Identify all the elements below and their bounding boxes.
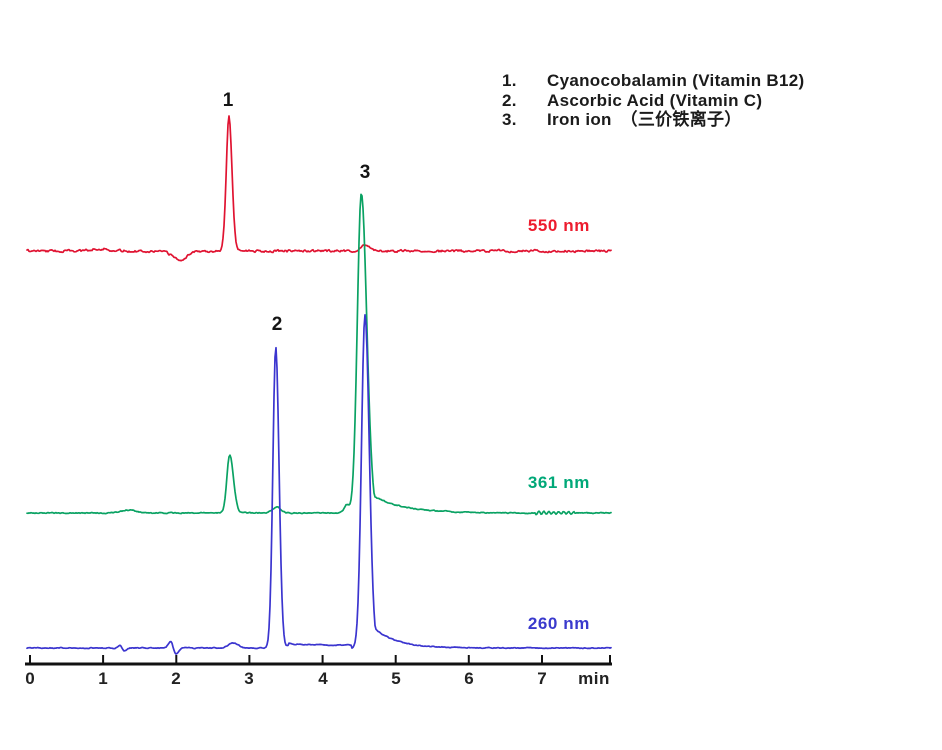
x-axis-unit-label: min: [578, 669, 610, 688]
wavelength-label-260nm: 260 nm: [527, 614, 590, 633]
x-tick-label-4: 4: [318, 669, 328, 688]
legend-item-1: 1. Cyanocobalamin (Vitamin B12): [502, 71, 804, 91]
x-tick-label-0: 0: [25, 669, 35, 688]
trace-260-nm: [26, 313, 612, 655]
x-tick-label-1: 1: [98, 669, 108, 688]
trace-361-nm: [26, 193, 612, 516]
legend-number-2: 2.: [502, 90, 517, 110]
peak-marker-3: 3: [359, 162, 371, 183]
peak-legend: 1. Cyanocobalamin (Vitamin B12) 2. Ascor…: [502, 71, 804, 130]
legend-label-2: Ascorbic Acid (Vitamin C): [547, 90, 763, 110]
x-tick-label-6: 6: [464, 669, 474, 688]
wavelength-label-361nm: 361 nm: [527, 473, 590, 492]
x-tick-label-2: 2: [171, 669, 181, 688]
legend-number-1: 1.: [502, 71, 517, 90]
x-axis-ticks: [29, 655, 611, 663]
x-tick-label-5: 5: [391, 669, 401, 688]
legend-label-1: Cyanocobalamin (Vitamin B12): [547, 71, 805, 90]
wavelength-label-550nm: 550 nm: [527, 216, 590, 235]
legend-label-3: Iron ion （三价铁离子）: [547, 110, 742, 129]
legend-item-3: 3. Iron ion （三价铁离子）: [502, 110, 804, 130]
peak-marker-2: 2: [271, 314, 283, 335]
peak-marker-1: 1: [222, 90, 234, 111]
trace-550-nm: [26, 115, 612, 262]
legend-number-3: 3.: [502, 110, 517, 129]
x-tick-label-3: 3: [244, 669, 254, 688]
x-tick-label-7: 7: [537, 669, 547, 688]
legend-item-2: 2. Ascorbic Acid (Vitamin C): [502, 91, 804, 111]
